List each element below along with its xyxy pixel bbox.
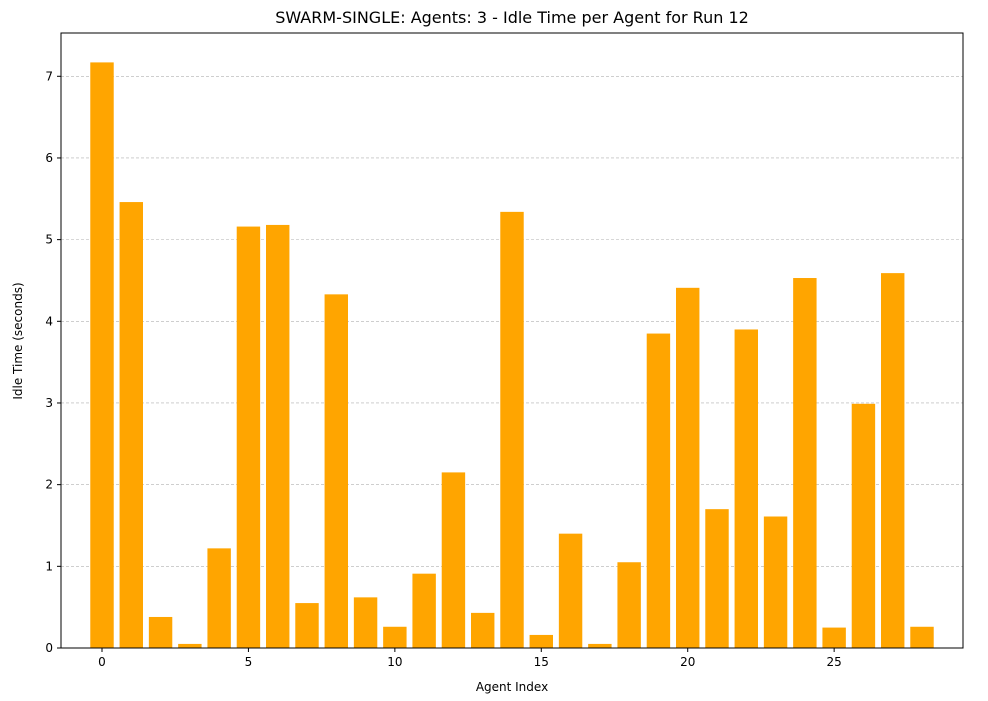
y-tick-label: 5	[45, 233, 53, 247]
bar	[705, 509, 729, 648]
bar	[822, 627, 846, 648]
y-tick-label: 0	[45, 641, 53, 655]
bar	[763, 516, 788, 648]
x-tick-label: 10	[387, 655, 402, 669]
x-tick-label: 20	[680, 655, 695, 669]
bar	[441, 472, 466, 648]
x-tick-label: 5	[245, 655, 253, 669]
bars	[90, 62, 934, 649]
bar	[207, 548, 231, 648]
y-tick-label: 3	[45, 396, 53, 410]
x-tick-label: 15	[534, 655, 549, 669]
bar	[851, 403, 876, 648]
x-tick-label: 25	[827, 655, 842, 669]
bar	[676, 287, 700, 648]
bar	[558, 533, 583, 648]
bar	[324, 294, 348, 648]
bar	[734, 329, 758, 648]
bar	[881, 273, 905, 648]
bar	[236, 226, 261, 648]
bar	[266, 224, 290, 649]
bar	[588, 643, 612, 648]
bar	[178, 643, 202, 648]
bar	[412, 573, 436, 648]
y-tick-label: 4	[45, 314, 53, 328]
y-axis-label: Idle Time (seconds)	[11, 282, 25, 399]
plot-frame	[60, 32, 964, 649]
y-tick-label: 6	[45, 151, 53, 165]
bar	[910, 626, 934, 648]
bar	[529, 634, 553, 648]
bar	[90, 62, 114, 648]
x-axis-ticks: 0 5 10 15 20 25	[98, 648, 842, 669]
bar	[500, 211, 524, 648]
bar	[617, 562, 641, 648]
bar	[383, 626, 407, 648]
x-tick-label: 0	[98, 655, 106, 669]
x-axis-label: Agent Index	[476, 680, 548, 694]
y-tick-label: 2	[45, 478, 53, 492]
bar	[793, 278, 817, 648]
y-tick-label: 1	[45, 559, 53, 573]
y-tick-label: 7	[45, 69, 53, 83]
bar	[295, 603, 319, 648]
bar	[119, 202, 143, 648]
bar	[353, 597, 378, 648]
bar	[646, 333, 671, 648]
y-axis-ticks: 0 1 2 3 4 5 6 7	[45, 69, 61, 655]
chart-title: SWARM-SINGLE: Agents: 3 - Idle Time per …	[275, 8, 749, 27]
bar	[471, 612, 495, 648]
bar	[148, 616, 173, 648]
